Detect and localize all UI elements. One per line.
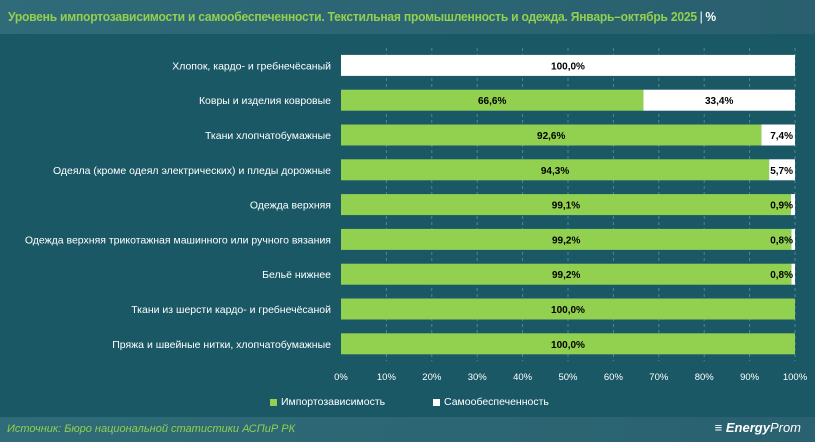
title-text: Уровень импортозависимости и самообеспеч… <box>8 9 697 24</box>
x-tick-label: 20% <box>422 372 442 383</box>
data-label: 66,6% <box>478 96 506 107</box>
data-label: 100,0% <box>551 305 585 316</box>
data-label: 94,3% <box>541 166 569 177</box>
bar-self <box>791 263 795 285</box>
bar-self <box>791 228 795 250</box>
data-label: 99,1% <box>552 201 580 212</box>
bar-self <box>769 159 795 181</box>
category-label: Ткани из шерсти кардо- и гребнечёсаной <box>131 304 331 316</box>
data-label: 5,7% <box>770 166 793 177</box>
data-label: 100,0% <box>551 340 585 351</box>
legend-swatch <box>270 398 277 406</box>
bar-self <box>643 89 795 111</box>
x-tick-label: 50% <box>558 372 578 383</box>
data-label: 99,2% <box>552 235 580 246</box>
bar-import <box>341 89 644 111</box>
bar-chart: 0% 10% 20% 30% 40% 50% 60% 70% 80% 90% 100% Хлопок,… <box>25 48 808 383</box>
logo-bold: Energy <box>725 420 770 435</box>
chart-title: Уровень импортозависимости и самообеспеч… <box>8 9 716 24</box>
bar-import <box>341 263 792 285</box>
footer: Источник: Бюро национальной статистики А… <box>0 417 815 442</box>
bar-self <box>761 124 795 146</box>
bar-import <box>341 194 791 216</box>
x-tick-label: 60% <box>604 372 624 383</box>
bar-self <box>790 194 795 216</box>
bar-import <box>341 159 770 181</box>
data-label: 0,8% <box>770 235 793 246</box>
category-label: Ткани хлопчатобумажные <box>205 130 331 142</box>
legend-swatch <box>433 398 440 406</box>
legend-item-import: Импортозависимость <box>270 396 385 408</box>
legend-label: Самообеспеченность <box>444 396 549 408</box>
x-tick-label: 10% <box>377 372 397 383</box>
data-label: 99,2% <box>552 270 580 281</box>
category-label: Ковры и изделия ковровые <box>199 95 331 107</box>
x-tick-label: 90% <box>740 372 760 383</box>
energyprom-logo: ≡ EnergyProm <box>714 420 801 435</box>
legend-item-self: Самообеспеченность <box>433 396 549 408</box>
category-label: Одеяла (кроме одеял электрических) и пле… <box>53 165 331 177</box>
title-separator: | <box>699 9 703 24</box>
category-label: Бельё нижнее <box>262 269 331 281</box>
data-label: 92,6% <box>537 131 565 142</box>
source-text: Источник: Бюро национальной статистики А… <box>7 423 296 435</box>
bar-import <box>341 228 792 250</box>
logo-thin: Prom <box>769 420 801 435</box>
x-tick-label: 40% <box>513 372 533 383</box>
x-tick-label: 0% <box>334 372 348 383</box>
data-label: 0,9% <box>770 201 793 212</box>
bar-import <box>341 298 795 320</box>
category-label: Одежда верхняя трикотажная машинного или… <box>25 234 331 246</box>
bar-self <box>341 54 795 76</box>
category-label: Хлопок, кардо- и гребнечёсаный <box>172 60 331 72</box>
category-label: Одежда верхняя <box>250 200 331 212</box>
bar-import <box>341 124 762 146</box>
x-tick-label: 70% <box>649 372 669 383</box>
x-tick-label: 100% <box>783 372 808 383</box>
category-label: Пряжа и швейные нитки, хлопчатобумажные <box>112 339 331 351</box>
data-label: 0,8% <box>770 270 793 281</box>
header: Уровень импортозависимости и самообеспеч… <box>0 0 815 34</box>
data-label: 100,0% <box>551 61 585 72</box>
unit-label: % <box>705 9 716 24</box>
bar-import <box>341 333 795 355</box>
x-tick-label: 80% <box>695 372 715 383</box>
legend-label: Импортозависимость <box>281 396 386 408</box>
data-label: 33,4% <box>705 96 733 107</box>
x-tick-label: 30% <box>468 372 488 383</box>
data-label: 7,4% <box>770 131 793 142</box>
